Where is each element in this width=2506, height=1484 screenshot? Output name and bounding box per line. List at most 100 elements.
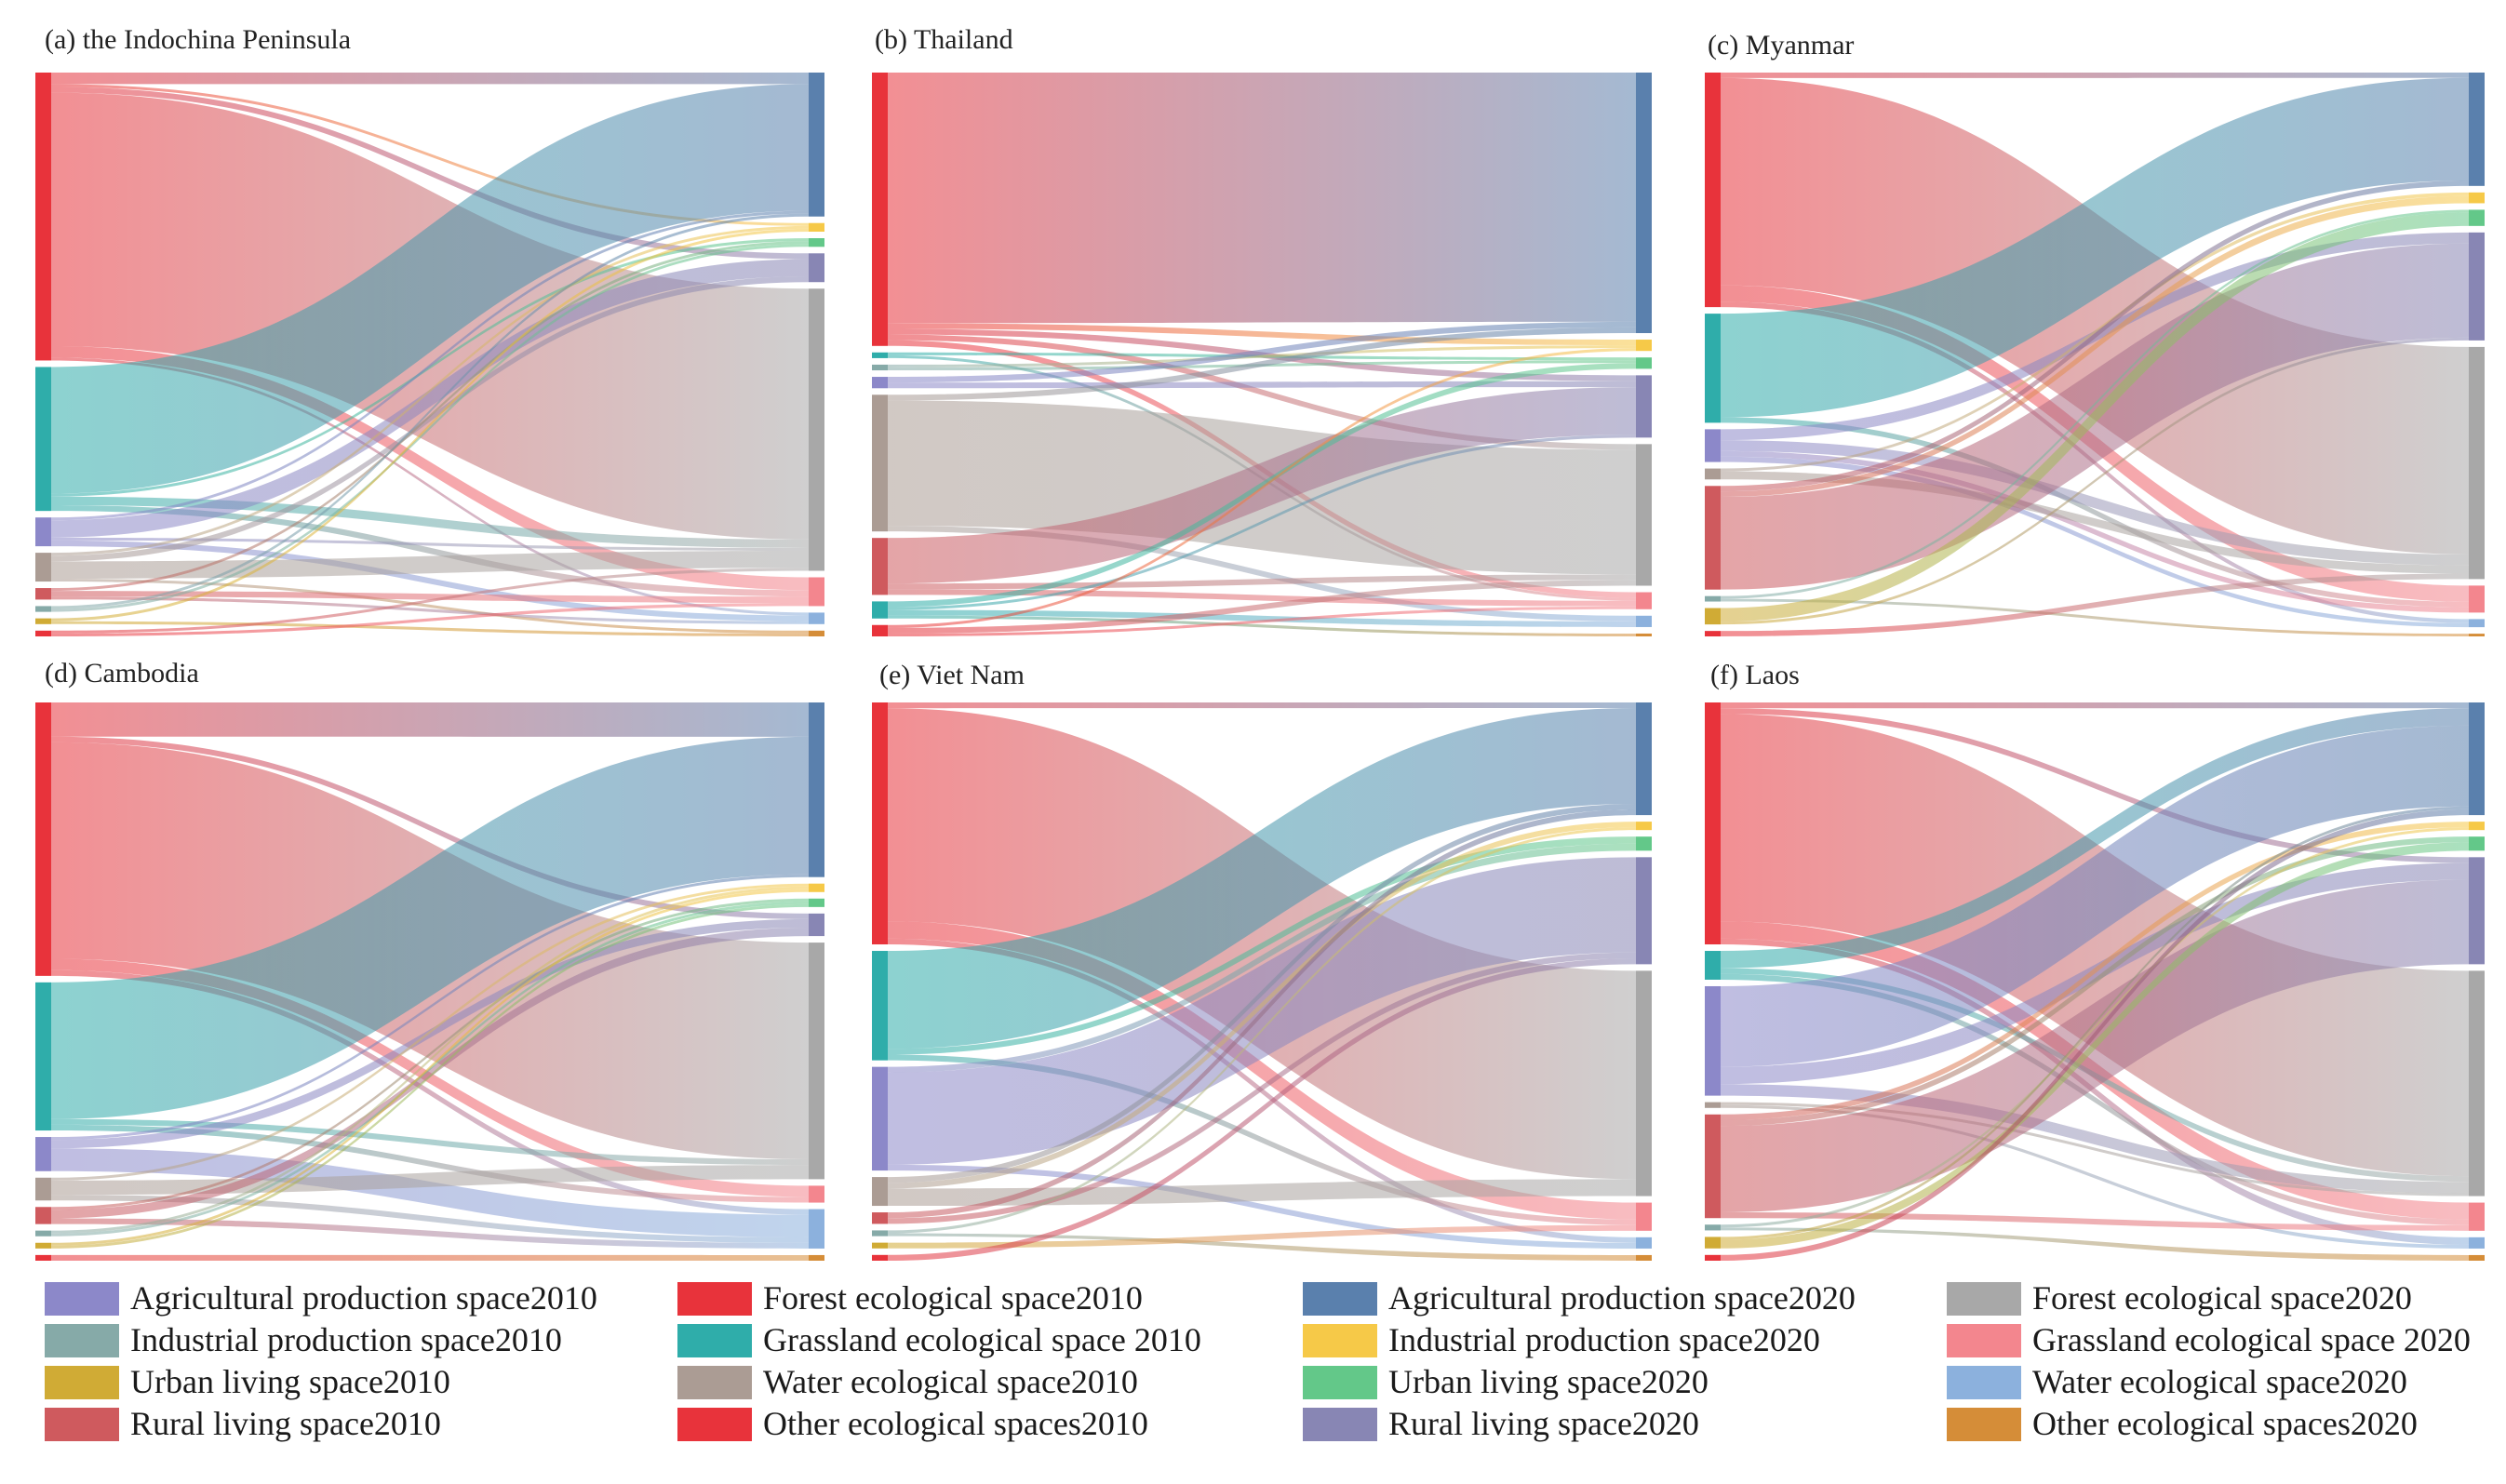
node-industrial-production-space2010 xyxy=(1705,1224,1721,1231)
node-industrial-production-space2020 xyxy=(2469,192,2485,204)
flow-other-ecological-spaces2010-to-urban-living-space2020 xyxy=(888,363,1636,608)
flow-agricultural-production-space2010-to-water-ecological-space2020 xyxy=(51,540,809,622)
node-industrial-production-space2020 xyxy=(1636,340,1652,352)
node-grassland-ecological-space-2010 xyxy=(1705,314,1721,423)
flow-forest-ecological-space2010-to-agricultural-production-space2020 xyxy=(51,702,809,737)
legend-item-forest-ecological-space2010: Forest ecological space2010 xyxy=(677,1279,1143,1317)
flow-other-ecological-spaces2010-to-grassland-ecological-space-2020 xyxy=(51,602,809,636)
flow-forest-ecological-space2010-to-agricultural-production-space2020 xyxy=(888,73,1636,324)
flow-water-ecological-space2010-to-forest-ecological-space2020 xyxy=(888,1179,1636,1207)
node-urban-living-space2010 xyxy=(1705,1237,1721,1249)
legend-label: Other ecological spaces2020 xyxy=(2032,1405,2418,1442)
node-water-ecological-space2020 xyxy=(809,1209,824,1249)
node-agricultural-production-space2010 xyxy=(872,377,888,389)
legend-swatch xyxy=(45,1408,119,1441)
node-forest-ecological-space2010 xyxy=(1705,73,1721,308)
panel-title: (e) Viet Nam xyxy=(879,660,1025,690)
node-forest-ecological-space2010 xyxy=(872,702,888,945)
node-rural-living-space2020 xyxy=(809,913,824,937)
node-grassland-ecological-space-2020 xyxy=(809,577,824,607)
flow-rural-living-space2010-to-agricultural-production-space2020 xyxy=(888,809,1636,1219)
flow-forest-ecological-space2010-to-agricultural-production-space2020 xyxy=(51,73,809,85)
node-agricultural-production-space2010 xyxy=(1705,429,1721,462)
node-rural-living-space2010 xyxy=(1705,486,1721,590)
legend-label: Other ecological spaces2010 xyxy=(763,1405,1148,1442)
legend-swatch xyxy=(677,1366,752,1399)
node-water-ecological-space2020 xyxy=(2469,1237,2485,1249)
node-rural-living-space2010 xyxy=(872,1212,888,1224)
flow-forest-ecological-space2010-to-rural-living-space2020 xyxy=(51,87,809,260)
node-urban-living-space2020 xyxy=(1636,357,1652,369)
node-grassland-ecological-space-2020 xyxy=(2469,1202,2485,1231)
flow-urban-living-space2010-to-urban-living-space2020 xyxy=(51,903,809,1249)
flow-forest-ecological-space2010-to-industrial-production-space2020 xyxy=(51,84,809,226)
node-grassland-ecological-space-2020 xyxy=(1636,592,1652,609)
flow-water-ecological-space2010-to-industrial-production-space2020 xyxy=(51,225,809,556)
node-agricultural-production-space2020 xyxy=(1636,73,1652,334)
flow-forest-ecological-space2010-to-forest-ecological-space2020 xyxy=(1721,77,2469,555)
node-water-ecological-space2020 xyxy=(2469,619,2485,628)
nodes xyxy=(35,73,824,636)
flow-agricultural-production-space2010-to-water-ecological-space2020 xyxy=(51,1148,809,1237)
node-rural-living-space2020 xyxy=(2469,232,2485,341)
flow-industrial-production-space2010-to-agricultural-production-space2020 xyxy=(51,213,809,609)
legend-swatch xyxy=(677,1282,752,1316)
flow-urban-living-space2010-to-rural-living-space2020 xyxy=(1721,337,2469,625)
flow-agricultural-production-space2010-to-agricultural-production-space2020 xyxy=(888,321,1636,383)
legend-label: Agricultural production space2020 xyxy=(1388,1279,1856,1317)
flow-water-ecological-space2010-to-industrial-production-space2020 xyxy=(888,822,1636,1189)
node-urban-living-space2020 xyxy=(2469,836,2485,851)
flow-other-ecological-spaces2010-to-rural-living-space2020 xyxy=(888,435,1636,610)
flow-agricultural-production-space2010-to-grassland-ecological-space-2020 xyxy=(1721,450,2469,613)
node-other-ecological-spaces2020 xyxy=(809,630,824,636)
node-industrial-production-space2020 xyxy=(809,222,824,233)
node-other-ecological-spaces2020 xyxy=(2469,634,2485,636)
links xyxy=(888,702,1636,1261)
panels-group: (a) the Indochina Peninsula (b) Thailand (… xyxy=(35,24,2485,1261)
flow-urban-living-space2010-to-industrial-production-space2020 xyxy=(51,889,809,1246)
flow-other-ecological-spaces2010-to-water-ecological-space2020 xyxy=(888,609,1636,627)
flow-forest-ecological-space2010-to-rural-living-space2020 xyxy=(1721,708,2469,863)
legend-label: Industrial production space2010 xyxy=(130,1321,562,1358)
flow-water-ecological-space2010-to-rural-living-space2020 xyxy=(51,276,809,562)
sankey-panel-2: (b) Thailand xyxy=(872,24,1652,636)
node-agricultural-production-space2010 xyxy=(872,1066,888,1171)
panel-title: (f) Laos xyxy=(1710,660,1800,690)
flow-agricultural-production-space2010-to-agricultural-production-space2020 xyxy=(51,874,809,1141)
flow-rural-living-space2010-to-urban-living-space2020 xyxy=(51,241,809,592)
node-water-ecological-space2020 xyxy=(1636,615,1652,627)
flow-rural-living-space2010-to-urban-living-space2020 xyxy=(51,898,809,1210)
flow-rural-living-space2010-to-industrial-production-space2020 xyxy=(1721,822,2469,1120)
flow-rural-living-space2010-to-water-ecological-space2020 xyxy=(51,596,809,624)
legend-item-water-ecological-space2020: Water ecological space2020 xyxy=(1947,1363,2407,1400)
node-agricultural-production-space2010 xyxy=(35,517,51,547)
flow-agricultural-production-space2010-to-rural-living-space2020 xyxy=(888,381,1636,389)
sankey-panel-3: (c) Myanmar xyxy=(1705,30,2485,636)
legend-label: Forest ecological space2010 xyxy=(763,1279,1143,1317)
sankey-panel-6: (f) Laos xyxy=(1705,660,2485,1261)
flow-rural-living-space2010-to-water-ecological-space2020 xyxy=(51,1218,809,1249)
links xyxy=(51,73,809,636)
legend-item-agricultural-production-space2010: Agricultural production space2010 xyxy=(45,1279,597,1317)
legend-swatch xyxy=(1303,1366,1377,1399)
flow-grassland-ecological-space-2010-to-forest-ecological-space2020 xyxy=(51,1118,809,1166)
node-water-ecological-space2010 xyxy=(1705,1102,1721,1108)
legend-label: Water ecological space2020 xyxy=(2032,1363,2407,1400)
node-urban-living-space2010 xyxy=(1705,608,1721,625)
legend-label: Forest ecological space2020 xyxy=(2032,1279,2412,1317)
legend-swatch xyxy=(1947,1408,2021,1441)
flow-other-ecological-spaces2010-to-other-ecological-spaces2020 xyxy=(888,615,1636,636)
node-water-ecological-space2010 xyxy=(872,1177,888,1207)
node-agricultural-production-space2010 xyxy=(35,1137,51,1171)
legend-swatch xyxy=(1947,1324,2021,1357)
flow-urban-living-space2010-to-agricultural-production-space2020 xyxy=(1721,806,2469,1240)
node-grassland-ecological-space-2010 xyxy=(35,982,51,1131)
flow-grassland-ecological-space-2010-to-grassland-ecological-space-2020 xyxy=(51,504,809,597)
flow-agricultural-production-space2010-to-forest-ecological-space2020 xyxy=(1721,440,2469,566)
node-rural-living-space2010 xyxy=(35,588,51,600)
node-urban-living-space2010 xyxy=(35,618,51,624)
flow-water-ecological-space2010-to-agricultural-production-space2020 xyxy=(888,327,1636,401)
flow-water-ecological-space2010-to-industrial-production-space2020 xyxy=(1721,192,2469,472)
node-other-ecological-spaces2010 xyxy=(872,1254,888,1261)
node-industrial-production-space2020 xyxy=(1636,822,1652,831)
